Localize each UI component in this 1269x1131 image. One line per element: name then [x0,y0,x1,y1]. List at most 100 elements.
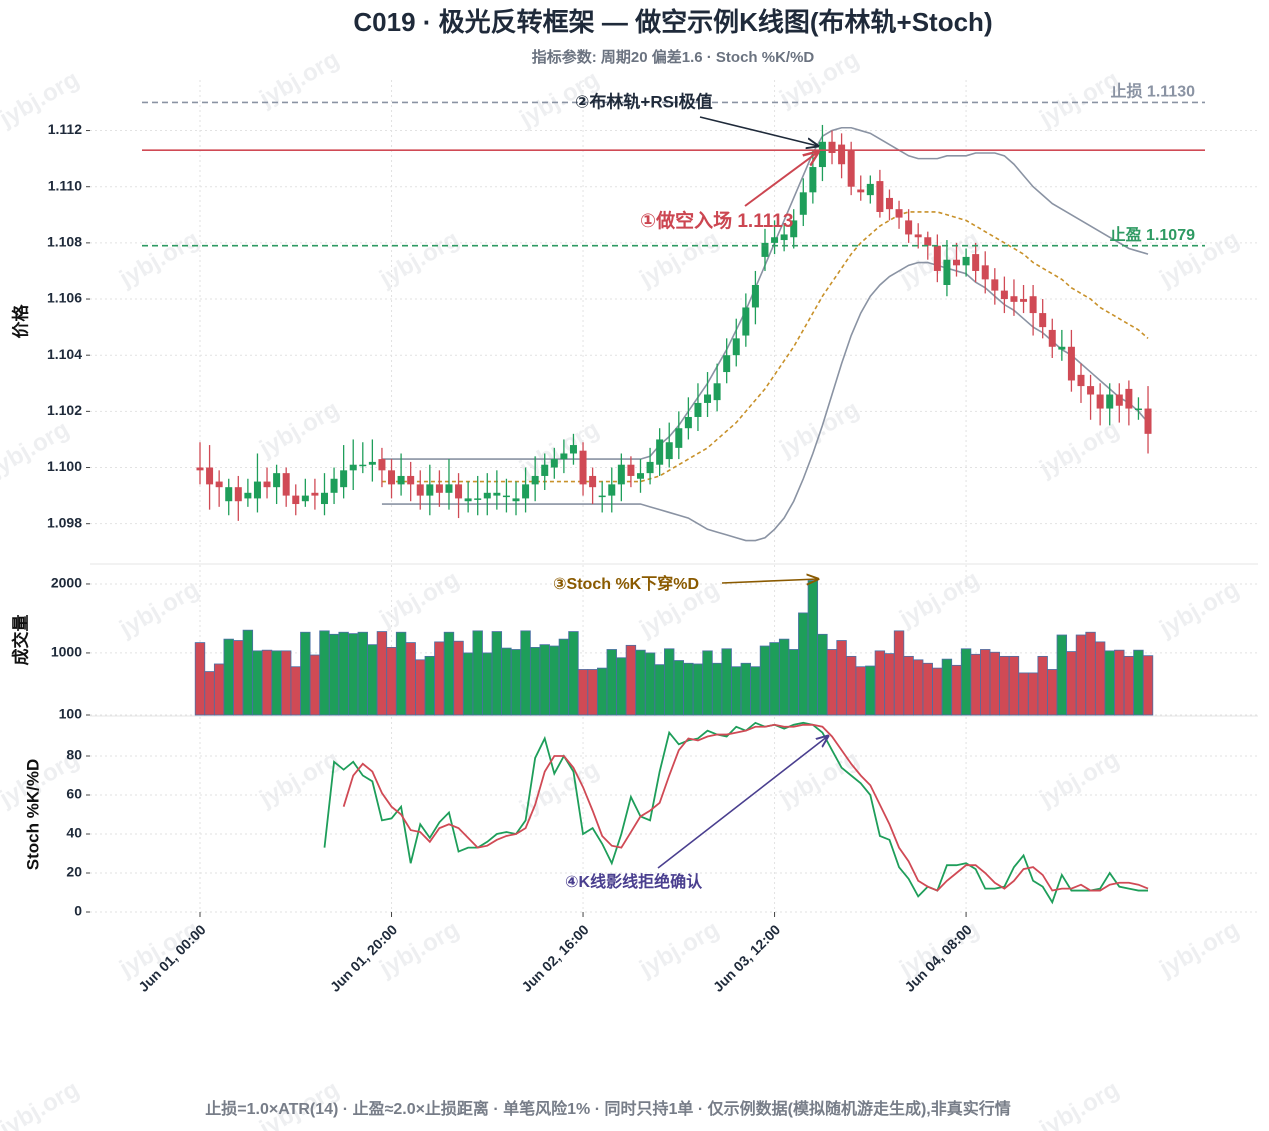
candle-body [483,492,491,499]
candle-body [723,355,731,373]
annotation-arrow [744,152,818,207]
volume-bar [348,633,359,716]
candle-body [933,245,941,271]
candle-body [1048,329,1056,347]
volume-bar [970,653,981,716]
candle-body [320,492,328,505]
candle-body [1058,346,1066,350]
series-line [342,723,1149,892]
volume-bar [922,662,933,716]
volume-bar [874,650,886,716]
candle-body [598,495,606,498]
footer-note: 止损=1.0×ATR(14) · 止盈≈2.0×止损距离 · 单笔风险1% · … [205,1099,1010,1118]
y-axis-label: Stoch %K/%D [23,759,42,870]
candle-body [1106,394,1114,409]
watermark: jybj.org [1034,416,1123,483]
candle-body [818,141,826,168]
volume-bar [529,647,541,716]
watermark: jybj.org [114,226,203,293]
volume-bar [654,664,665,716]
y-tick-label: 20 [66,864,82,880]
candle-body [617,464,625,485]
candle-body [857,189,865,193]
candle-body [1144,408,1152,434]
candle-body [847,150,855,187]
volume-bar [405,642,416,716]
reference-label: 止盈 1.1079 [1110,225,1195,244]
candle-body [636,473,644,479]
candle-body [416,484,424,496]
y-tick-label: 100 [59,706,83,722]
volume-bar [884,653,895,716]
annotation: ①做空入场 1.1113 [640,209,793,232]
volume-bar [386,647,397,716]
volume-bar [893,630,905,716]
candle-body [828,141,836,154]
y-tick-label: 2000 [51,575,82,591]
candle-body [684,416,692,429]
y-tick-label: 1.110 [48,177,82,193]
volume-bar [252,650,263,716]
candle-body [905,220,913,235]
volume-bar [836,640,847,716]
candle-body [656,439,664,465]
x-tick-label: Jun 02, 16:00 [518,921,592,995]
volume-bar [769,642,780,716]
volume-bar [845,655,857,716]
candle-body [311,492,319,496]
candle-body [273,473,281,488]
annotation-arrow [699,116,818,146]
candle-body [943,259,951,285]
candle-body [550,459,558,468]
candle-body [244,492,252,499]
volume-bar [491,631,503,716]
candle-body [761,242,769,257]
candle-body [838,144,846,165]
candle-body [253,481,261,499]
candle-body [1096,394,1104,409]
volume-bar [482,652,493,716]
candle-body [1125,388,1133,409]
candle-body [560,453,568,460]
watermark: jybj.org [1034,1076,1123,1131]
y-tick-label: 1.112 [48,121,82,137]
y-tick-label: 40 [66,825,82,841]
volume-bar [980,649,991,716]
volume-bar [616,657,627,716]
volume-bar [759,645,771,716]
volume-bar [903,655,914,716]
volume-bar [549,645,560,716]
volume-bar [1008,655,1020,716]
candle-body [474,498,482,500]
volume-bar [395,631,407,716]
candle-body [1067,346,1075,381]
volume-bar [1066,651,1077,716]
candle-body [885,197,893,210]
candle-body [368,461,376,465]
candle-body [972,254,980,271]
volume-bar [740,662,752,716]
candle-body [407,475,415,485]
volume-bar [1047,669,1058,716]
candle-body [206,467,214,485]
volume-bar [415,659,426,716]
volume-bar [1027,672,1039,716]
candle-body [953,259,961,266]
candle-body [282,473,290,496]
volume-bar [941,658,953,716]
candle-body [397,475,405,485]
candle-body [665,442,673,460]
volume-bar [280,650,292,716]
volume-bar [807,580,819,716]
volume-bar [664,648,675,716]
candle-body [1039,313,1047,328]
annotation-arrow [721,579,818,583]
volume-bar [261,649,273,716]
candle-body [522,484,530,499]
watermark: jybj.org [374,566,463,633]
volume-bar [319,630,330,716]
volume-bar [635,649,646,716]
candle-body [1115,394,1123,406]
volume-bar [932,667,943,716]
volume-bar [625,644,637,716]
